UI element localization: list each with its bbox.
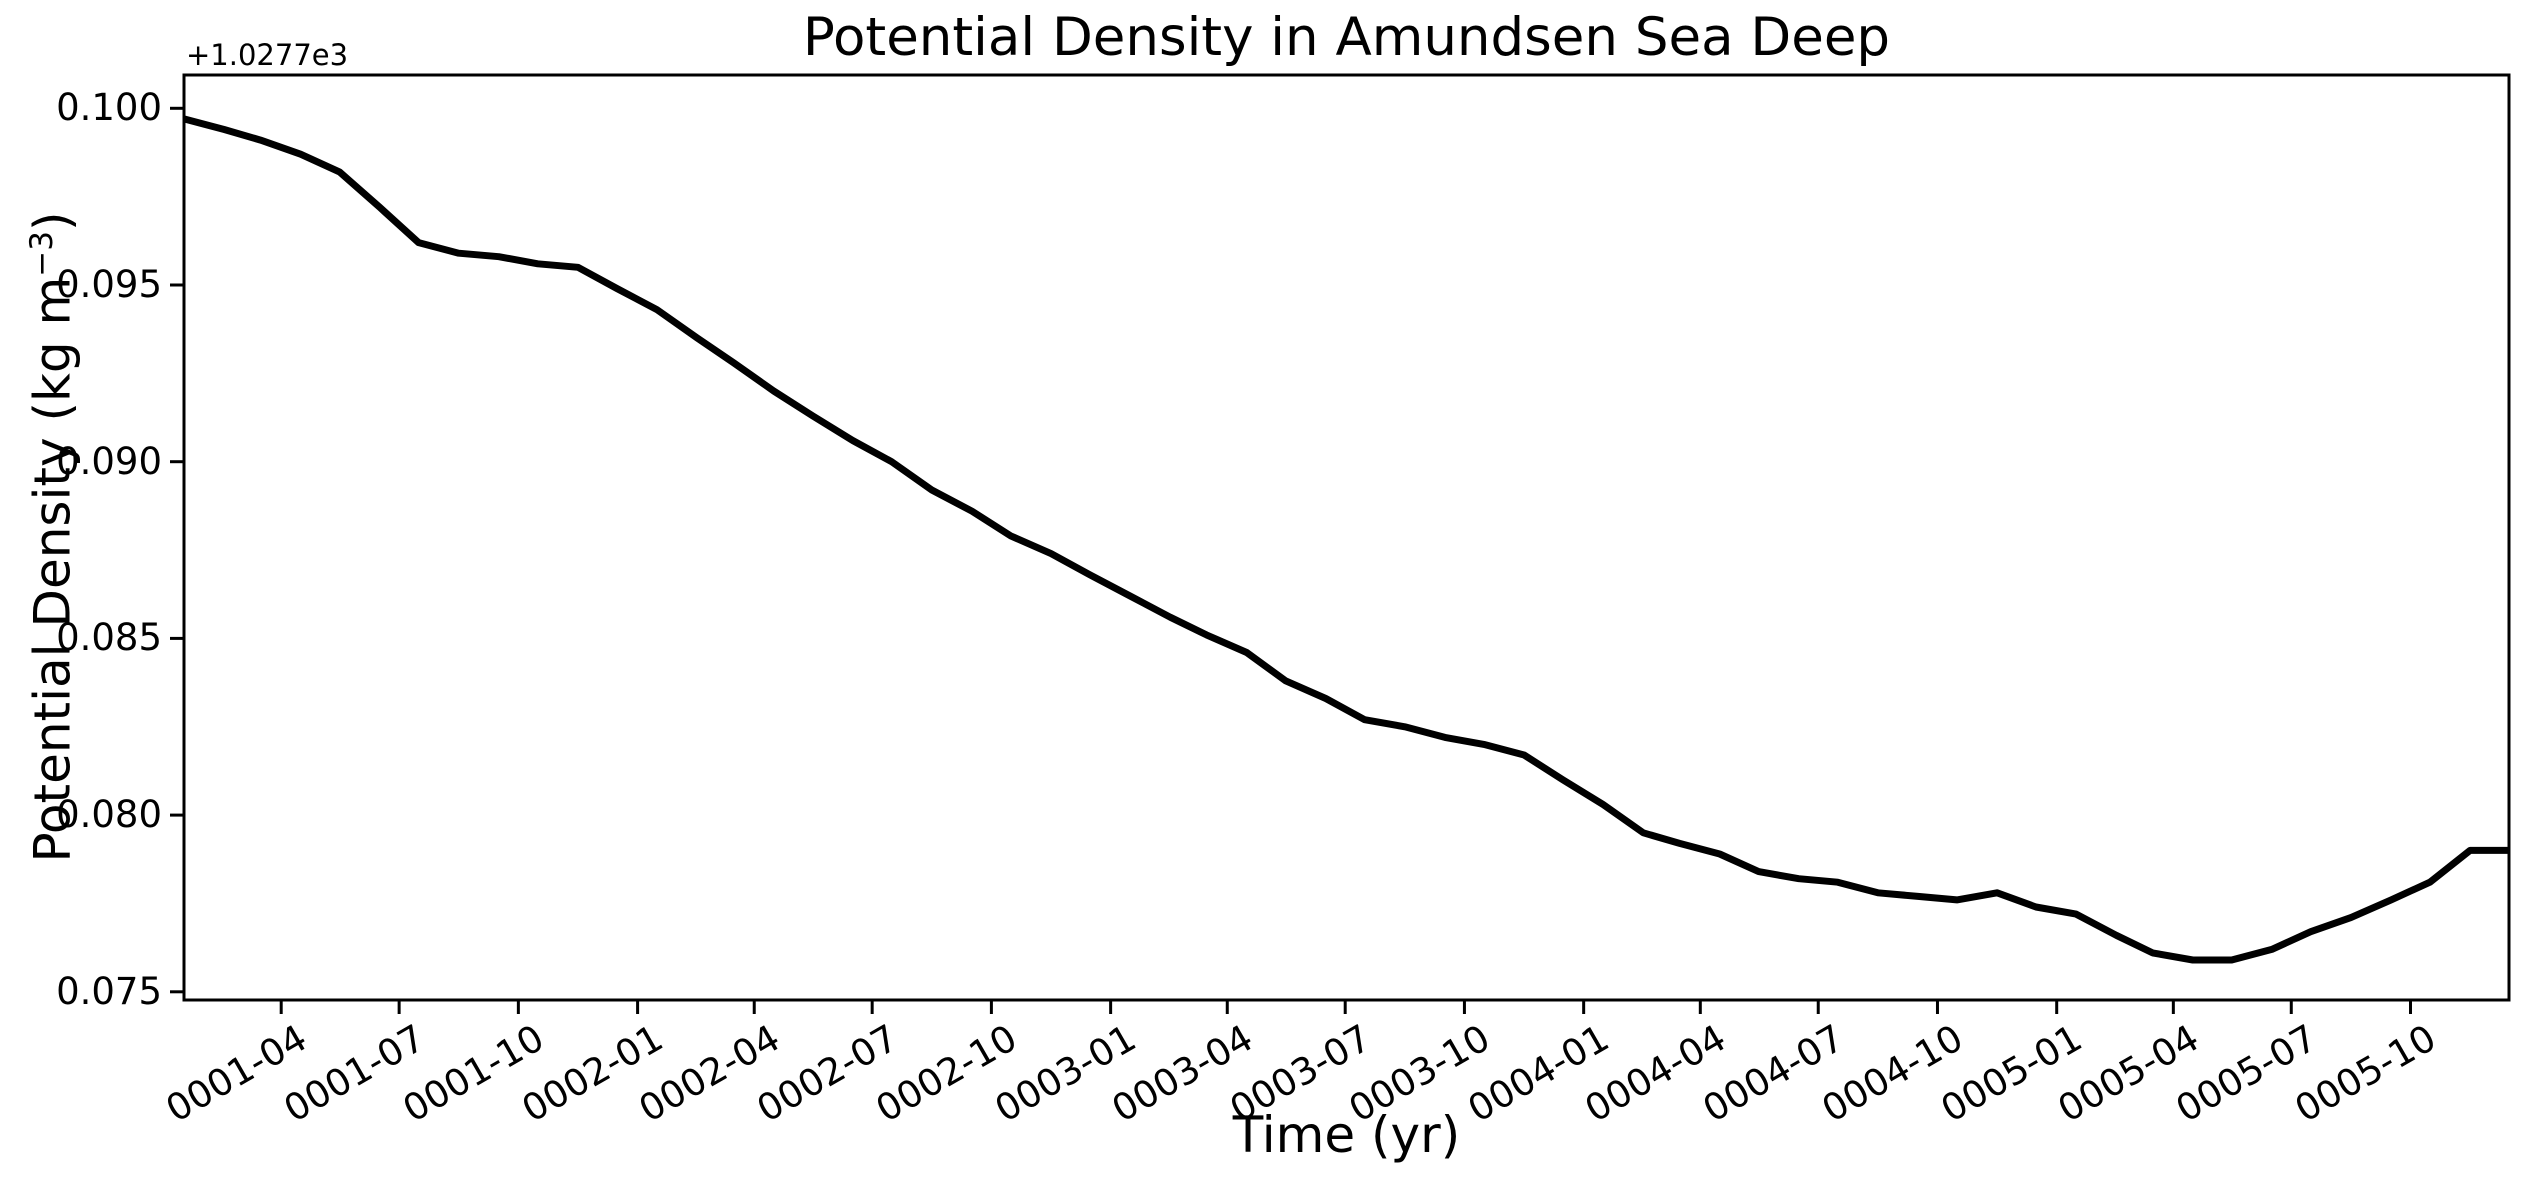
x-axis-label: Time (yr)	[1232, 1106, 1461, 1164]
y-tick-label: 0.095	[56, 263, 162, 306]
y-axis-label-superscript: −3	[24, 231, 60, 277]
y-tick-label: 0.090	[56, 439, 162, 483]
y-tick-label: 0.085	[56, 616, 162, 660]
y-tick-label: 0.100	[56, 86, 162, 130]
y-axis-offset-label: +1.0277e3	[186, 38, 349, 72]
y-tick-label: 0.080	[56, 793, 162, 837]
y-axis-label: Potential Density (kg m−3)	[12, 187, 82, 887]
chart-title: Potential Density in Amundsen Sea Deep	[802, 7, 1891, 68]
potential-density-line	[183, 115, 2509, 964]
y-axis-label-text: Potential Density (kg m	[23, 276, 82, 863]
y-tick-label: 0.075	[56, 969, 162, 1013]
y-axis-label-close-paren: )	[23, 211, 82, 232]
axes-spines	[182, 73, 2511, 1002]
